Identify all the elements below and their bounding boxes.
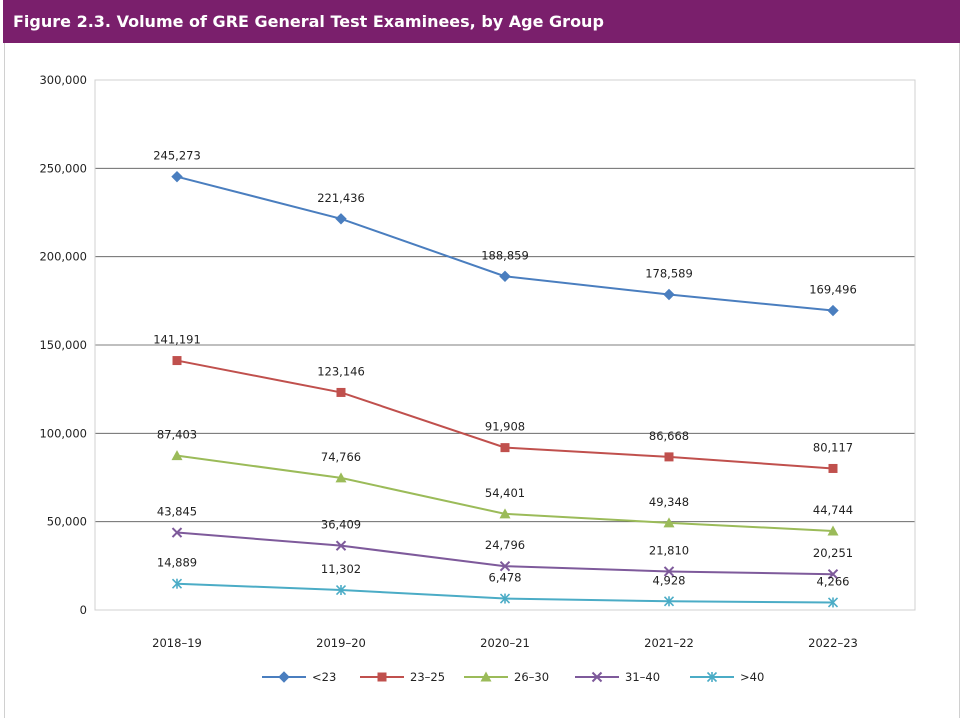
x-tick-label: 2021–22 [644,636,694,650]
y-tick-label: 150,000 [39,338,87,352]
series-line [176,175,834,312]
data-labels: 245,273 221,436 188,859 178,589 169,496 141,1… [153,149,857,589]
x-tick-label: 2022–23 [808,636,858,650]
y-tick-label: 250,000 [39,161,87,175]
data-point [335,540,347,551]
data-point [171,578,183,589]
data-point [335,472,347,483]
marker-stroke [171,527,183,538]
data-label: 11,302 [321,562,361,576]
data-label: 4,266 [817,574,850,588]
data-label: 44,744 [813,503,853,517]
data-label: 91,908 [485,420,525,434]
data-point [663,517,675,528]
data-label: 36,409 [321,518,361,532]
legend-marker [591,671,603,683]
data-point [172,356,182,366]
data-point [499,593,511,604]
data-label: 141,191 [153,333,201,347]
data-point [663,596,675,607]
data-label: 14,889 [157,556,197,570]
y-axis: 0 50,000 100,000 150,000 200,000 250,000 300,0… [39,73,87,617]
legend-item: 26–30 [464,670,549,684]
data-label: 178,589 [645,266,693,280]
data-label: 4,928 [653,573,686,587]
marker-stroke [335,540,347,551]
data-label: 86,668 [649,429,689,443]
marker-stroke [591,671,603,683]
data-point [171,450,183,461]
legend-item: 23–25 [360,670,445,684]
y-tick-label: 0 [80,603,87,617]
plot-area-border [94,79,916,611]
legend-label: >40 [740,670,764,684]
x-axis: 2018–19 2019–20 2020–21 2021–22 2022–23 [152,636,858,650]
legend: <23 23–25 26–30 31–40 >40 [262,670,764,684]
figure-title: Figure 2.3. Volume of GRE General Test E… [13,12,604,31]
data-point [664,452,674,462]
legend-item: <23 [262,670,336,684]
data-label: 80,117 [813,440,853,454]
data-label: 49,348 [649,495,689,509]
y-tick-label: 300,000 [39,73,87,87]
data-label: 20,251 [813,546,853,560]
data-point [828,463,838,473]
data-point [663,288,675,301]
legend-label: <23 [312,670,336,684]
data-label: 169,496 [809,283,857,297]
data-point [336,387,346,397]
legend-marker [278,671,290,683]
y-tick-label: 50,000 [47,515,87,529]
data-point [827,525,839,536]
data-point [335,584,347,596]
data-label: 245,273 [153,149,201,163]
x-tick-label: 2019–20 [316,636,366,650]
x-tick-label: 2020–21 [480,636,530,650]
data-label: 87,403 [157,428,197,442]
data-point [827,597,839,608]
frame-border-left [4,43,5,718]
data-point [171,527,183,538]
data-label: 188,859 [481,248,529,262]
marker-stroke [827,569,839,580]
data-point [499,508,511,519]
data-point [500,443,510,453]
data-point [499,270,511,283]
legend-marker [706,671,718,683]
legend-item: >40 [690,670,764,684]
data-label: 221,436 [317,191,365,205]
data-point [499,560,511,572]
legend-item: 31–40 [575,670,660,684]
legend-label: 31–40 [625,670,660,684]
frame-border-right [959,43,960,718]
legend-marker [480,671,492,682]
marker-stroke [663,566,675,577]
data-label: 74,766 [321,450,361,464]
series-line [176,359,834,470]
marker-stroke [499,560,511,572]
data-label: 123,146 [317,364,365,378]
data-label: 24,796 [485,538,525,552]
data-label: 54,401 [485,486,525,500]
y-tick-label: 200,000 [39,250,87,264]
figure-header: Figure 2.3. Volume of GRE General Test E… [3,0,960,43]
legend-label: 26–30 [514,670,549,684]
data-label: 6,478 [489,571,522,585]
data-point [827,569,839,580]
data-point [171,170,183,183]
gridlines [95,167,915,523]
data-label: 21,810 [649,543,689,557]
data-point [827,304,839,317]
legend-label: 23–25 [410,670,445,684]
x-tick-label: 2018–19 [152,636,202,650]
series-group [171,170,839,608]
data-label: 43,845 [157,505,197,519]
legend-marker [377,672,387,682]
data-point [335,213,347,225]
data-point [663,566,675,577]
y-tick-label: 100,000 [39,426,87,440]
